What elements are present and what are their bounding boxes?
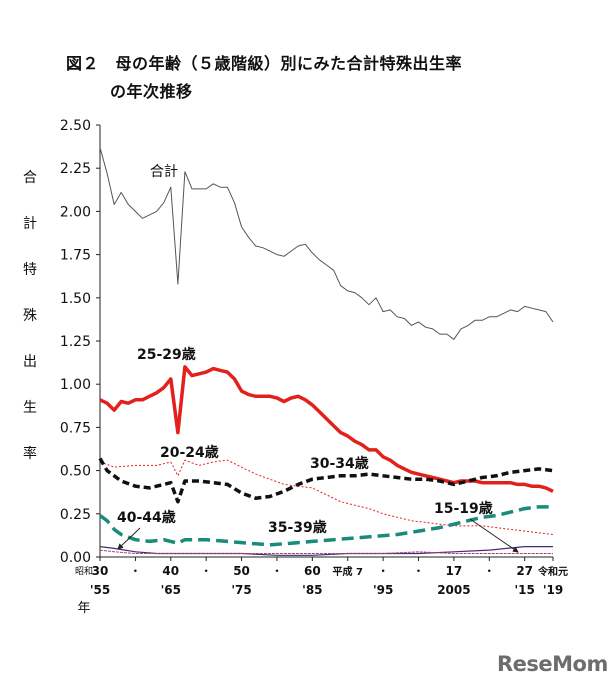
x-tick-label: 27 bbox=[516, 564, 533, 578]
annotation-label: 25-29歳 bbox=[137, 346, 196, 363]
x-tick-label: ・ bbox=[129, 564, 141, 578]
era-label: 昭和 bbox=[75, 566, 93, 577]
y-tick-label: 0.50 bbox=[60, 464, 91, 480]
annotation-label: 20-24歳 bbox=[160, 444, 219, 461]
x-tick-label: 40 bbox=[162, 564, 179, 578]
x-tick-label-year: '15 bbox=[515, 583, 535, 597]
x-tick-label-year: '75 bbox=[231, 583, 251, 597]
axis-layer: 0.00 0.25 0.50 0.75 1.00 1.25 1.50 1.75 2.00 2.25… bbox=[23, 118, 568, 616]
y-axis-label-char: 計 bbox=[23, 216, 37, 232]
x-tick-label-year: '55 bbox=[90, 583, 110, 597]
series-line-3 bbox=[98, 457, 554, 504]
x-tick-label-year: '85 bbox=[302, 583, 322, 597]
series-line-1 bbox=[99, 365, 554, 493]
y-axis-label-char: 率 bbox=[23, 445, 37, 462]
series-line-4 bbox=[98, 505, 553, 547]
x-tick-label: 令和元 bbox=[537, 565, 568, 578]
resemom-logo: ReseMom bbox=[497, 652, 608, 676]
chart-title-line1: 図２ 母の年齢（５歳階級）別にみた合計特殊出生率 bbox=[66, 54, 463, 73]
y-axis-label-char: 合 bbox=[23, 170, 37, 186]
x-tick-label-year: '19 bbox=[543, 583, 563, 597]
series-line-2 bbox=[99, 459, 554, 535]
x-tick-label-year: '65 bbox=[161, 583, 181, 597]
x-tick-label: ・ bbox=[271, 564, 283, 578]
series-line-5 bbox=[99, 546, 553, 556]
y-axis-label-char: 出 bbox=[23, 354, 37, 370]
annotation-label: 合計 bbox=[150, 164, 178, 180]
y-tick-label: 2.00 bbox=[60, 204, 91, 220]
x-tick-label: 50 bbox=[233, 564, 250, 578]
annotation-label: 15-19歳 bbox=[434, 500, 493, 517]
year-label: 年 bbox=[77, 601, 90, 616]
y-tick-label: 0.00 bbox=[60, 550, 91, 566]
y-tick-label: 1.00 bbox=[60, 377, 91, 393]
y-axis-label-char: 殊 bbox=[23, 308, 37, 324]
x-tick-label: 17 bbox=[446, 564, 463, 578]
arrow-40-44 bbox=[117, 527, 141, 550]
x-tick-label: 平成 7 bbox=[333, 565, 363, 578]
series-line-0 bbox=[99, 147, 554, 340]
y-tick-label: 2.25 bbox=[60, 161, 91, 177]
y-tick-label: 1.50 bbox=[60, 291, 91, 307]
x-tick-label: ・ bbox=[483, 564, 495, 578]
x-tick-label: ・ bbox=[377, 564, 389, 578]
y-tick-label: 0.75 bbox=[60, 420, 91, 436]
y-axis-label-char: 生 bbox=[23, 400, 37, 416]
annotation-label: 40-44歳 bbox=[117, 509, 176, 526]
x-tick-label-year: 2005 bbox=[437, 583, 470, 597]
x-tick-label: ・ bbox=[413, 564, 425, 578]
y-tick-label: 1.75 bbox=[60, 248, 91, 264]
series-layer bbox=[98, 147, 554, 556]
x-tick-label: 30 bbox=[92, 564, 109, 578]
chart-title-line2: の年次推移 bbox=[110, 82, 193, 101]
arrow-15-19 bbox=[469, 518, 519, 553]
series-line-6 bbox=[99, 549, 553, 554]
x-tick-label-year: '95 bbox=[373, 583, 393, 597]
y-axis-label-char: 特 bbox=[23, 262, 37, 278]
annotation-label: 30-34歳 bbox=[310, 455, 369, 472]
label-layer: 合計 25-29歳 20-24歳 30-34歳 15-19歳 40-44歳 35-39歳 bbox=[117, 164, 519, 553]
y-tick-label: 1.25 bbox=[60, 334, 91, 350]
annotation-label: 35-39歳 bbox=[268, 519, 327, 536]
x-tick-label: 60 bbox=[304, 564, 321, 578]
y-tick-label: 2.50 bbox=[60, 118, 91, 134]
x-tick-label: ・ bbox=[200, 564, 212, 578]
y-tick-label: 0.25 bbox=[60, 507, 91, 523]
